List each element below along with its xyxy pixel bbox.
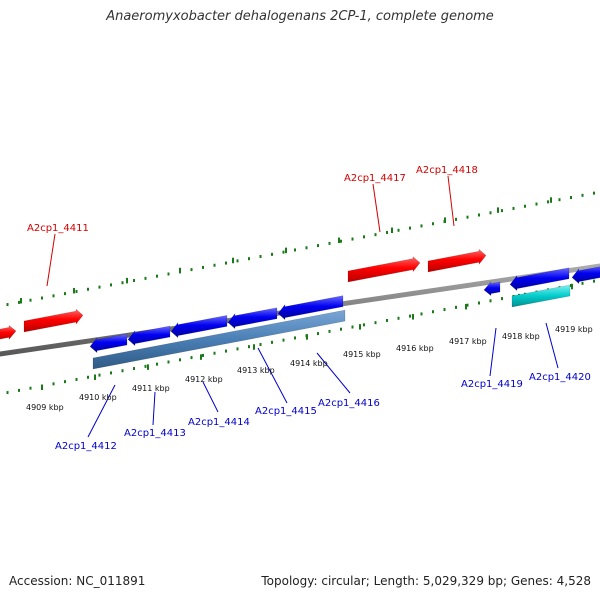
reverse-gene	[127, 325, 171, 347]
reverse-gene	[277, 295, 344, 321]
reverse-gene	[483, 280, 501, 297]
gene-label-reverse: A2cp1_4419	[461, 379, 523, 390]
gene-label-reverse: A2cp1_4415	[255, 406, 317, 417]
reverse-gene	[89, 333, 128, 354]
scale-label: 4912 kbp	[185, 375, 223, 384]
gene-label-forward: A2cp1_4418	[416, 165, 478, 176]
callout-line	[202, 381, 219, 413]
reverse-gene	[227, 307, 278, 330]
scale-label: 4918 kbp	[502, 332, 540, 341]
forward-gene	[427, 248, 487, 273]
callout-line	[372, 183, 381, 233]
forward-gene	[0, 324, 17, 341]
scale-label: 4914 kbp	[290, 359, 328, 368]
gene-label-reverse: A2cp1_4414	[188, 417, 250, 428]
callout-line	[152, 391, 156, 426]
callout-line	[545, 322, 559, 369]
rna-feature	[511, 284, 571, 308]
gene-label-reverse: A2cp1_4420	[529, 372, 591, 383]
gene-label-forward: A2cp1_4417	[344, 173, 406, 184]
scale-label: 4910 kbp	[79, 393, 117, 402]
forward-gene	[23, 308, 84, 333]
reverse-gene	[571, 266, 600, 285]
scale-label: 4916 kbp	[396, 344, 434, 353]
reverse-gene	[170, 315, 228, 339]
scale-label: 4909 kbp	[26, 403, 64, 412]
accession-label: Accession: NC_011891	[9, 574, 146, 588]
callout-line	[316, 352, 351, 394]
gene-label-reverse: A2cp1_4416	[318, 398, 380, 409]
gene-label-reverse: A2cp1_4412	[55, 441, 117, 452]
scale-label: 4911 kbp	[132, 384, 170, 393]
reverse-cds-band	[92, 309, 346, 370]
genome-title: Anaeromyxobacter dehalogenans 2CP-1, com…	[106, 9, 494, 24]
topology-label: Topology: circular; Length: 5,029,329 bp…	[261, 574, 591, 588]
forward-gene	[347, 256, 421, 283]
callout-line	[257, 347, 288, 404]
scale-label: 4917 kbp	[449, 337, 487, 346]
gene-label-forward: A2cp1_4411	[27, 223, 89, 234]
callout-line	[447, 175, 455, 227]
scale-label: 4919 kbp	[555, 325, 593, 334]
scale-label: 4913 kbp	[237, 366, 275, 375]
gene-label-reverse: A2cp1_4413	[124, 428, 186, 439]
reverse-gene	[509, 267, 570, 292]
callout-line	[46, 233, 56, 287]
scale-label: 4915 kbp	[343, 350, 381, 359]
callout-line	[87, 384, 116, 438]
callout-line	[489, 327, 497, 377]
